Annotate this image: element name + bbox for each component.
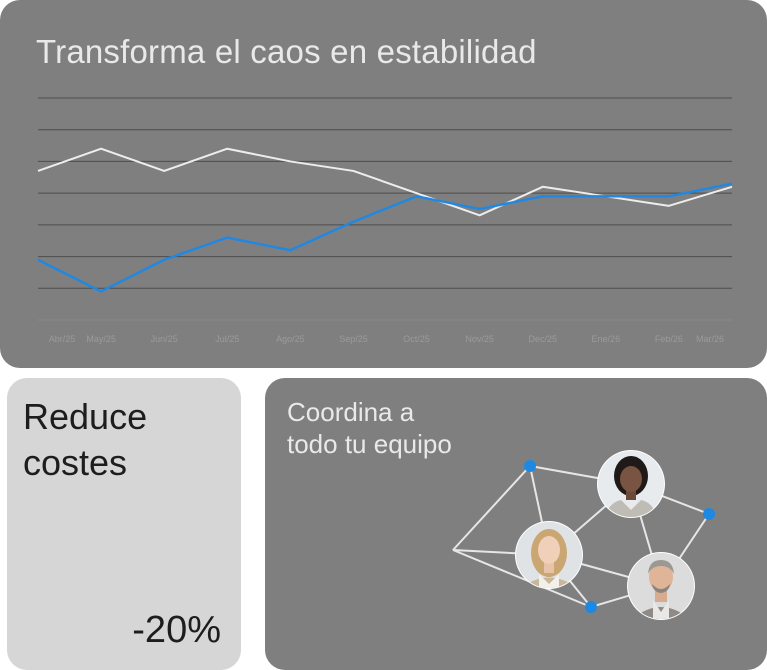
- x-tick-label: Ene/26: [592, 334, 621, 344]
- avatar: [515, 521, 583, 589]
- team-coordination-card: Coordina a todo tu equipo: [265, 378, 767, 670]
- x-tick-label: Jul/25: [215, 334, 239, 344]
- network-node: [524, 460, 536, 472]
- chart-card: Transforma el caos en estabilidad Abr/25…: [0, 0, 767, 368]
- team-coordination-title: Coordina a todo tu equipo: [287, 396, 452, 460]
- series-line-1: [37, 147, 733, 217]
- line-chart: Abr/25 May/25 Jun/25 Jul/25 Ago/25 Sep/25 Oct/…: [37, 97, 733, 344]
- network-line: [452, 549, 592, 608]
- avatar: [597, 450, 665, 518]
- cost-reduction-value: -20%: [132, 609, 221, 651]
- x-tick-label: Jun/25: [151, 334, 178, 344]
- series-line-2: [37, 182, 733, 293]
- avatar: [627, 552, 695, 620]
- chart-title: Transforma el caos en estabilidad: [36, 33, 537, 70]
- x-tick-label: Mar/26: [696, 334, 724, 344]
- network-node: [703, 508, 715, 520]
- x-tick-label: Sep/25: [339, 334, 368, 344]
- reduce-costs-card: Reduce costes -20%: [7, 378, 241, 670]
- network-node: [585, 601, 597, 613]
- x-tick-label: May/25: [86, 334, 116, 344]
- reduce-costs-title-line2: costes: [23, 442, 128, 483]
- x-tick-label: Oct/25: [403, 334, 430, 344]
- reduce-costs-title-line1: Reduce: [23, 396, 148, 437]
- team-title-line1: Coordina a: [287, 397, 415, 427]
- reduce-costs-title: Reduce costes: [23, 394, 147, 486]
- x-tick-label: Dec/25: [528, 334, 557, 344]
- x-tick-label: Ago/25: [276, 334, 305, 344]
- team-title-line2: todo tu equipo: [287, 429, 452, 459]
- x-tick-label: Nov/25: [465, 334, 494, 344]
- network-nodes: [524, 460, 715, 613]
- x-tick-label: Feb/26: [655, 334, 683, 344]
- team-network-diagram: [452, 450, 715, 620]
- x-tick-label: Abr/25: [49, 334, 76, 344]
